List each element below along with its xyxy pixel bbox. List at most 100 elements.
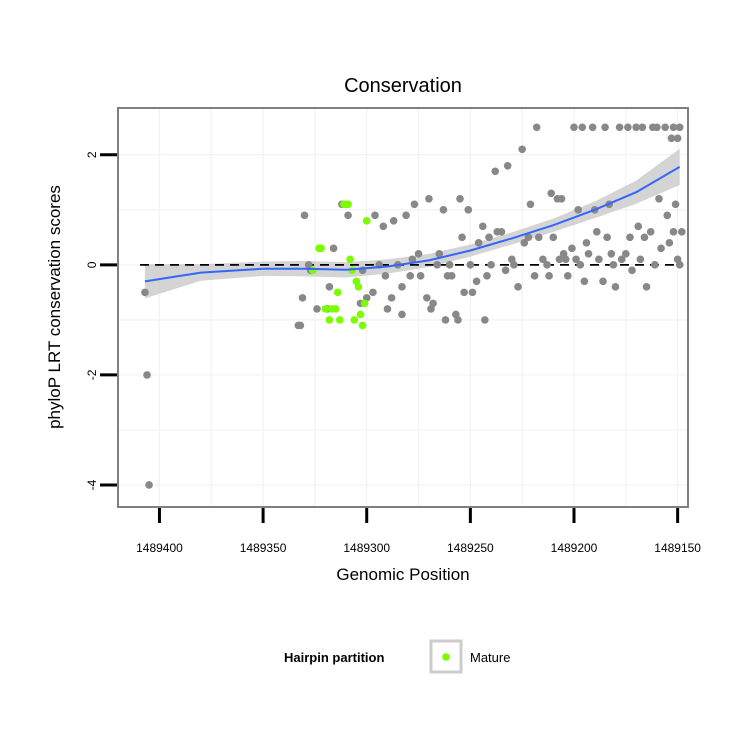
point — [588, 123, 597, 132]
point — [667, 134, 676, 143]
point — [651, 261, 659, 269]
point — [479, 222, 487, 231]
point — [532, 123, 541, 132]
point — [561, 255, 570, 264]
point — [675, 123, 684, 132]
point — [145, 481, 153, 489]
x-axis-title: Genomic Position — [336, 565, 469, 584]
x-tick-label: 1489300 — [343, 541, 390, 555]
point — [526, 200, 535, 209]
point — [414, 250, 423, 258]
point — [626, 233, 634, 242]
point — [143, 371, 151, 379]
point — [381, 272, 390, 280]
point — [669, 228, 678, 236]
point — [607, 250, 616, 258]
point — [481, 316, 489, 324]
point — [460, 288, 468, 297]
point — [410, 200, 419, 209]
legend-title: Hairpin partition — [284, 650, 384, 665]
point — [617, 255, 626, 264]
point-mature — [346, 255, 354, 264]
point — [642, 283, 651, 291]
point — [408, 255, 417, 264]
point — [518, 145, 526, 154]
point — [655, 195, 663, 203]
point — [580, 277, 589, 286]
x-tick-label: 1489250 — [447, 541, 494, 555]
point — [601, 123, 609, 132]
point — [371, 211, 379, 220]
point — [491, 167, 500, 176]
point — [487, 261, 495, 269]
point-mature — [317, 244, 325, 253]
point — [524, 233, 533, 242]
x-tick-label: 1489150 — [654, 541, 701, 555]
point — [673, 134, 682, 143]
x-axis: 1489400 1489350 1489300 1489250 1489200 14891… — [136, 508, 701, 555]
point — [483, 272, 491, 280]
point — [555, 255, 564, 264]
point — [464, 206, 473, 214]
point-mature — [362, 217, 371, 225]
point-mature — [344, 200, 352, 209]
y-axis: -4 -2 0 2 — [85, 151, 117, 490]
point — [539, 255, 547, 264]
point — [628, 266, 636, 275]
point-mature — [350, 316, 359, 324]
point — [547, 189, 555, 198]
point — [669, 123, 678, 132]
point — [387, 294, 396, 302]
point — [653, 123, 661, 132]
confidence-band — [144, 148, 680, 299]
point — [406, 272, 415, 280]
point — [563, 272, 572, 280]
point — [369, 288, 377, 297]
x-tick-label: 1489350 — [240, 541, 287, 555]
point — [572, 255, 580, 264]
point — [501, 266, 510, 275]
point — [615, 123, 624, 132]
point — [441, 316, 450, 324]
point — [549, 233, 558, 242]
point — [429, 299, 437, 308]
point-mature — [333, 288, 342, 297]
point — [663, 211, 672, 220]
point — [671, 200, 680, 209]
point — [640, 233, 649, 242]
point-mature — [321, 305, 330, 313]
point — [329, 244, 338, 253]
point — [545, 272, 553, 280]
point — [593, 228, 601, 236]
legend-label-mature: Mature — [470, 650, 510, 665]
point — [622, 250, 630, 258]
point — [634, 222, 643, 231]
point — [313, 305, 321, 313]
point — [472, 277, 481, 286]
point — [383, 305, 392, 313]
point — [657, 244, 665, 253]
point — [447, 272, 456, 280]
point — [416, 272, 425, 280]
point — [646, 228, 655, 236]
point-mature — [360, 299, 369, 308]
y-tick-label: 2 — [85, 151, 99, 158]
smooth-line-layer — [144, 166, 681, 283]
point — [603, 233, 611, 242]
point — [402, 211, 410, 220]
point — [389, 217, 398, 225]
point — [636, 255, 645, 264]
x-tick-label: 1489200 — [551, 541, 598, 555]
point — [665, 239, 674, 247]
point — [677, 228, 686, 236]
point-mature — [356, 310, 365, 319]
point — [609, 261, 618, 269]
point — [576, 261, 585, 269]
point — [624, 123, 632, 132]
point — [423, 294, 431, 302]
legend: Hairpin partition Mature — [284, 639, 510, 674]
point-mature — [325, 316, 334, 324]
legend-key-mature — [442, 653, 450, 661]
point — [296, 321, 305, 330]
